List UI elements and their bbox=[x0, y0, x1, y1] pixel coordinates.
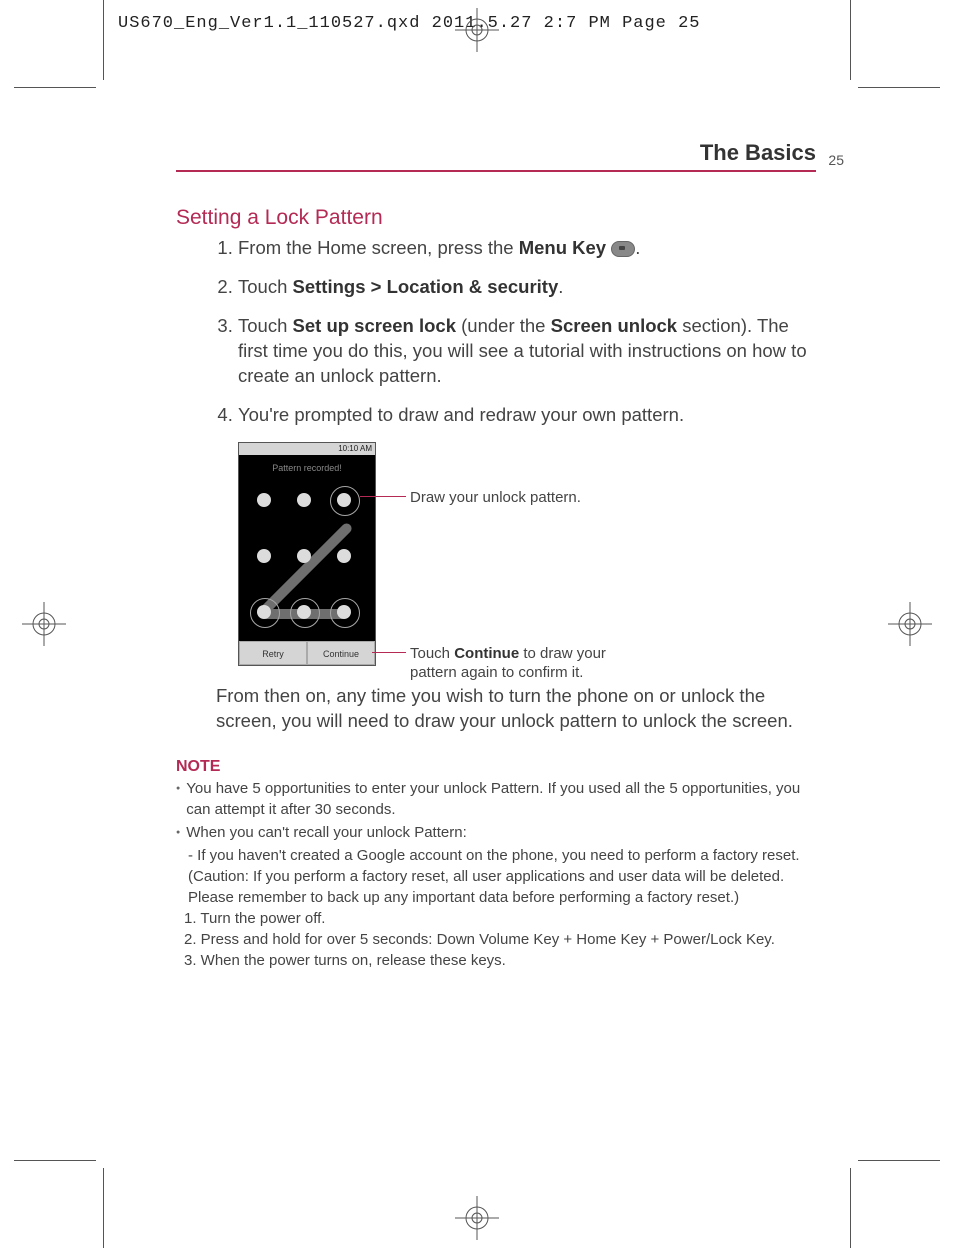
phone-mock: 10:10 AM Pattern recorded! bbox=[238, 442, 376, 666]
steps-list: From the Home screen, press the Menu Key… bbox=[176, 236, 816, 428]
page-number: 25 bbox=[828, 152, 844, 168]
registration-mark bbox=[22, 602, 66, 646]
crop-mark bbox=[14, 1160, 96, 1161]
note-bullet-1: You have 5 opportunities to enter your u… bbox=[186, 778, 816, 820]
crop-mark bbox=[858, 87, 940, 88]
callout-line bbox=[360, 496, 406, 497]
note-heading: NOTE bbox=[176, 758, 816, 776]
note-body: You have 5 opportunities to enter your u… bbox=[176, 778, 816, 971]
phone-status-bar: 10:10 AM bbox=[239, 443, 375, 455]
callout-line bbox=[372, 652, 406, 653]
registration-mark bbox=[888, 602, 932, 646]
retry-button: Retry bbox=[239, 641, 307, 665]
section-title: The Basics bbox=[700, 140, 816, 165]
crop-mark bbox=[850, 0, 851, 80]
crop-mark bbox=[103, 1168, 104, 1248]
registration-mark bbox=[455, 1196, 499, 1240]
note-bullet-2: When you can't recall your unlock Patter… bbox=[186, 822, 467, 843]
note-caution: (Caution: If you perform a factory reset… bbox=[188, 866, 816, 908]
step-4: You're prompted to draw and redraw your … bbox=[238, 403, 816, 428]
callout-2: Touch Continue to draw your pattern agai… bbox=[410, 644, 630, 683]
phone-figure: 10:10 AM Pattern recorded! bbox=[238, 442, 816, 674]
crop-mark bbox=[858, 1160, 940, 1161]
phone-buttons: Retry Continue bbox=[239, 641, 375, 665]
phone-title: Pattern recorded! bbox=[239, 463, 375, 473]
section-header: The Basics 25 bbox=[176, 140, 816, 172]
pattern-grid bbox=[247, 481, 367, 631]
note-step-1: 1. Turn the power off. bbox=[184, 908, 816, 929]
note-sub: - If you haven't created a Google accoun… bbox=[188, 845, 816, 866]
page-content: The Basics 25 Setting a Lock Pattern Fro… bbox=[176, 140, 816, 971]
step-1: From the Home screen, press the Menu Key… bbox=[238, 236, 816, 261]
paragraph: From then on, any time you wish to turn … bbox=[216, 684, 816, 734]
continue-button: Continue bbox=[307, 641, 375, 665]
heading: Setting a Lock Pattern bbox=[176, 206, 816, 230]
crop-mark bbox=[103, 0, 104, 80]
crop-mark bbox=[850, 1168, 851, 1248]
step-2: Touch Settings > Location & security. bbox=[238, 275, 816, 300]
step-3: Touch Set up screen lock (under the Scre… bbox=[238, 314, 816, 389]
qxd-header: US670_Eng_Ver1.1_110527.qxd 2011.5.27 2:… bbox=[118, 14, 701, 33]
crop-mark bbox=[14, 87, 96, 88]
callout-1: Draw your unlock pattern. bbox=[410, 488, 581, 508]
menu-key-icon bbox=[611, 241, 635, 257]
registration-mark bbox=[455, 8, 499, 52]
note-step-2: 2. Press and hold for over 5 seconds: Do… bbox=[184, 929, 816, 950]
note-step-3: 3. When the power turns on, release thes… bbox=[184, 950, 816, 971]
